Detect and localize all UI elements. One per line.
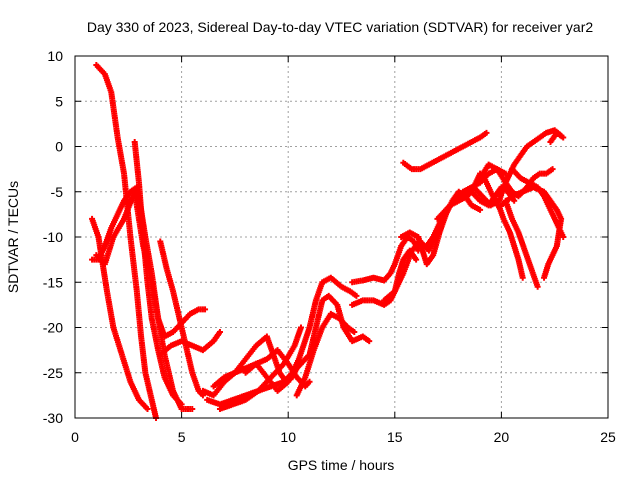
data-point [366,338,373,345]
data-point [178,401,185,408]
x-tick-label: 25 [600,429,616,445]
y-tick-label: 10 [47,48,63,64]
x-tick-label: 0 [71,429,79,445]
y-tick-label: -5 [51,184,64,200]
data-point [560,134,567,141]
x-tick-label: 15 [387,429,403,445]
data-point [297,324,304,331]
y-tick-label: -15 [43,274,63,290]
x-tick-label: 10 [280,429,296,445]
data-point [483,129,490,136]
x-tick-label: 5 [178,429,186,445]
y-tick-label: -30 [43,410,63,426]
data-point [549,166,556,173]
y-tick-label: 0 [55,139,63,155]
data-point [511,197,518,204]
data-point [413,256,420,263]
data-points [89,62,567,421]
data-point [351,329,358,336]
data-point [216,329,223,336]
chart-title: Day 330 of 2023, Sidereal Day-to-day VTE… [87,19,593,35]
data-point [560,234,567,240]
y-tick-label: 5 [55,93,63,109]
y-tick-label: -10 [43,229,63,245]
y-tick-label: -20 [43,320,63,336]
data-point [541,274,548,281]
axis-ticks: 0 5 10 15 20 25 10 5 0 -5 -10 -15 -20 -25 -30 [43,48,616,445]
x-axis-label: GPS time / hours [288,457,395,473]
data-point [477,206,484,213]
y-axis-label: SDTVAR / TECUs [5,181,21,293]
data-point [189,405,196,412]
data-point [353,292,360,299]
y-tick-label: -25 [43,365,63,381]
x-tick-label: 20 [494,429,510,445]
data-point [144,405,151,412]
data-point [306,378,313,385]
data-point [202,306,209,313]
data-point [534,283,541,290]
data-point [519,274,526,281]
